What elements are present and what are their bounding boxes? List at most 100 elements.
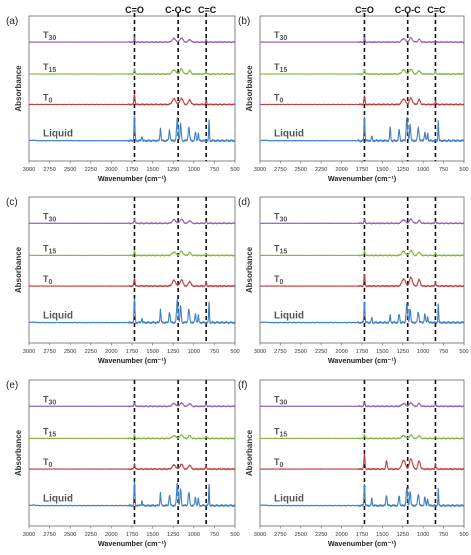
series-label: Liquid <box>274 311 304 322</box>
x-tick-label: 2000 <box>335 167 347 173</box>
chart-panel-c: (c) Absorbance 3000 2750 2500 2250 2000 1750 150… <box>6 196 240 365</box>
x-tick-label: 2750 <box>274 532 286 538</box>
x-tick-label: 2250 <box>315 167 327 173</box>
spectrum-line-liquid <box>259 301 465 325</box>
series-label: T0 <box>43 274 53 286</box>
x-tick-label: 2500 <box>295 167 307 173</box>
spectrum-line-t15 <box>259 68 465 76</box>
x-tick-label: 1750 <box>126 349 138 355</box>
x-tick-label: 1000 <box>188 349 200 355</box>
x-tick-label: 1250 <box>397 167 409 173</box>
x-tick-label: 2000 <box>105 167 117 173</box>
x-tick-label: 2000 <box>335 349 347 355</box>
series-label: Liquid <box>274 494 304 505</box>
series-label: T0 <box>274 274 284 286</box>
x-tick-label: 2250 <box>85 532 97 538</box>
x-axis-label: Wavenumber (cm⁻¹) <box>98 356 167 365</box>
x-tick-label: 500 <box>230 532 239 538</box>
spectrum-line-t15 <box>259 249 465 257</box>
spectrum-line-t0 <box>259 274 465 288</box>
band-label-coc: C-O-C <box>165 5 191 15</box>
y-axis-label: Absorbance <box>245 65 254 112</box>
spectrum-line-t0 <box>259 453 465 471</box>
spectrum-line-t0 <box>28 463 236 471</box>
x-tick-label: 1000 <box>417 349 429 355</box>
x-tick-label: 2000 <box>105 349 117 355</box>
panel-label: (a) <box>6 16 18 27</box>
x-tick-label: 500 <box>230 349 239 355</box>
x-tick-label: 500 <box>459 349 468 355</box>
x-tick-label: 2750 <box>43 532 55 538</box>
x-tick-label: 1000 <box>188 167 200 173</box>
x-tick-label: 2500 <box>295 532 307 538</box>
x-axis-label: Wavenumber (cm⁻¹) <box>98 539 167 548</box>
x-tick-label: 1750 <box>356 167 368 173</box>
series-label: T15 <box>274 426 287 438</box>
x-tick-label: 2250 <box>85 349 97 355</box>
series-label: T0 <box>43 92 53 104</box>
series-label: T15 <box>43 426 56 438</box>
series-label: T0 <box>43 457 53 469</box>
x-tick-label: 2750 <box>43 349 55 355</box>
series-label: T30 <box>43 211 56 223</box>
band-label-co: C=O <box>355 5 374 15</box>
spectrum-line-liquid <box>28 481 236 508</box>
x-tick-label: 500 <box>230 167 239 173</box>
y-axis-label: Absorbance <box>245 429 254 476</box>
series-label: Liquid <box>43 494 73 505</box>
x-tick-label: 3000 <box>254 349 266 355</box>
x-tick-label: 1500 <box>146 532 158 538</box>
x-tick-label: 750 <box>210 349 219 355</box>
spectrum-line-liquid <box>259 483 465 508</box>
series-label: T30 <box>274 394 287 406</box>
spectrum-line-t15 <box>28 250 236 257</box>
x-tick-label: 1250 <box>167 532 179 538</box>
x-tick-label: 3000 <box>23 532 35 538</box>
series-label: Liquid <box>274 129 304 140</box>
band-label-cc: C=C <box>198 5 217 15</box>
series-label: T30 <box>43 394 56 406</box>
x-axis-label: Wavenumber (cm⁻¹) <box>98 174 167 183</box>
x-tick-label: 1000 <box>417 167 429 173</box>
spectrum-line-t30 <box>259 36 465 44</box>
spectrum-line-t15 <box>28 433 236 440</box>
spectrum-line-liquid <box>28 115 236 143</box>
series-label: T0 <box>274 92 284 104</box>
x-tick-label: 750 <box>439 349 448 355</box>
y-axis-label: Absorbance <box>14 246 23 293</box>
x-tick-label: 1500 <box>376 167 388 173</box>
spectrum-line-t30 <box>28 401 236 408</box>
x-axis-label: Wavenumber (cm⁻¹) <box>328 356 397 365</box>
spectrum-line-t30 <box>28 218 236 225</box>
x-tick-label: 1500 <box>376 532 388 538</box>
series-label: Liquid <box>43 129 73 140</box>
series-label: T15 <box>43 62 56 74</box>
x-tick-label: 2500 <box>64 167 76 173</box>
series-label: T15 <box>274 62 287 74</box>
y-axis-label: Absorbance <box>14 429 23 476</box>
chart-panel-d: (d) Absorbance 3000 2750 2500 2250 2000 1750 150… <box>238 196 469 365</box>
spectrum-line-liquid <box>28 298 236 325</box>
x-tick-label: 500 <box>459 532 468 538</box>
x-tick-label: 1500 <box>376 349 388 355</box>
band-label-co: C=O <box>125 5 144 15</box>
series-label: T15 <box>43 243 56 255</box>
x-tick-label: 2250 <box>315 532 327 538</box>
series-label: T30 <box>274 30 287 42</box>
x-tick-label: 1750 <box>356 349 368 355</box>
panel-label: (b) <box>238 16 250 27</box>
x-tick-label: 3000 <box>23 349 35 355</box>
x-tick-label: 1250 <box>397 349 409 355</box>
band-label-cc: C=C <box>427 5 446 15</box>
x-tick-label: 1000 <box>417 532 429 538</box>
x-tick-label: 750 <box>439 167 448 173</box>
x-tick-label: 2750 <box>274 167 286 173</box>
x-tick-label: 500 <box>459 167 468 173</box>
x-tick-label: 2250 <box>85 167 97 173</box>
x-tick-label: 1750 <box>126 532 138 538</box>
series-label: T15 <box>274 243 287 255</box>
x-axis-label: Wavenumber (cm⁻¹) <box>328 174 397 183</box>
x-tick-label: 2000 <box>335 532 347 538</box>
spectrum-line-t0 <box>28 278 236 288</box>
